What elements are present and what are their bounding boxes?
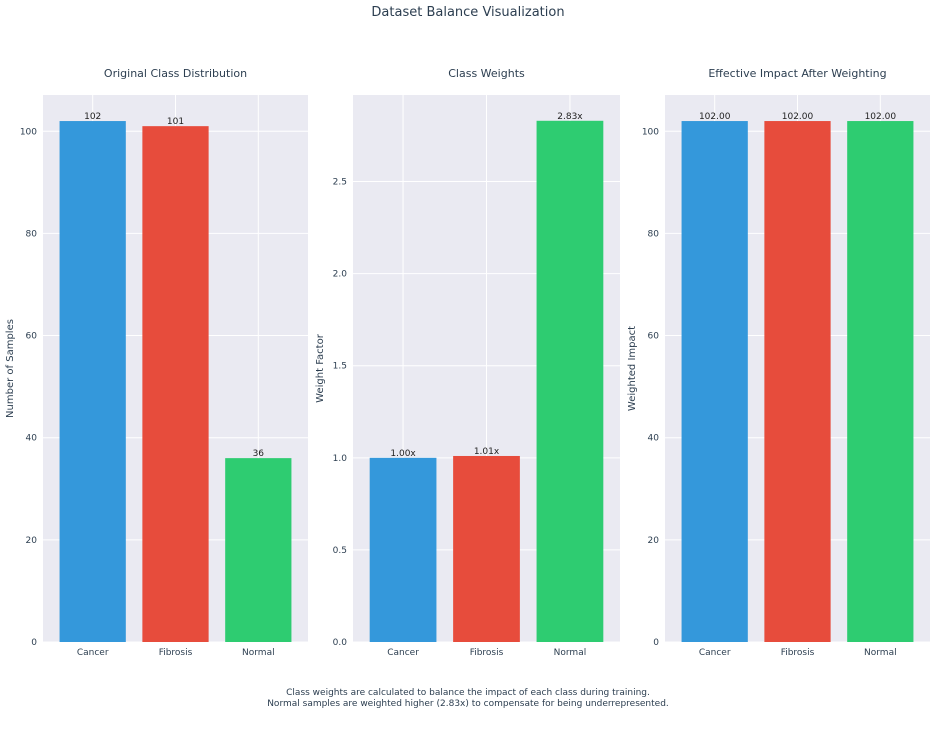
bar-fibrosis xyxy=(764,121,831,643)
x-tick-label: Cancer xyxy=(387,648,419,658)
x-tick-label: Normal xyxy=(554,648,587,658)
y-axis-label: Weight Factor xyxy=(315,333,326,403)
panel-title: Effective Impact After Weighting xyxy=(708,67,886,80)
y-tick-label: 2.0 xyxy=(333,270,348,280)
data-label-fibrosis: 102.00 xyxy=(782,112,814,122)
x-tick-label: Fibrosis xyxy=(470,648,504,658)
y-axis-label: Number of Samples xyxy=(5,319,16,418)
y-tick-label: 0.0 xyxy=(333,638,348,648)
panel-title: Original Class Distribution xyxy=(104,67,247,80)
data-label-fibrosis: 1.01x xyxy=(474,447,500,457)
x-tick-label: Cancer xyxy=(699,648,731,658)
bar-cancer xyxy=(681,121,748,643)
x-tick-label: Fibrosis xyxy=(781,648,815,658)
y-tick-label: 40 xyxy=(26,434,38,444)
bar-fibrosis xyxy=(142,126,209,642)
figure-title: Dataset Balance Visualization xyxy=(371,5,564,20)
footnote-line-2: Normal samples are weighted higher (2.83… xyxy=(267,699,669,709)
y-tick-label: 2.5 xyxy=(333,178,347,188)
data-label-normal: 102.00 xyxy=(865,112,897,122)
data-label-cancer: 102.00 xyxy=(699,112,731,122)
y-axis-label: Weighted Impact xyxy=(627,326,638,411)
y-tick-label: 100 xyxy=(642,127,659,137)
panel-original-distribution: 0 20 40 60 80 100 102 Cancer 101 Fibrosis 36 Normal… xyxy=(5,67,308,658)
y-tick-label: 60 xyxy=(26,332,38,342)
data-label-normal: 2.83x xyxy=(557,112,583,122)
footnote-line-1: Class weights are calculated to balance … xyxy=(286,688,650,698)
y-tick-label: 0 xyxy=(653,638,659,648)
y-tick-label: 0 xyxy=(31,638,37,648)
x-tick-label: Fibrosis xyxy=(159,648,193,658)
y-tick-label: 60 xyxy=(648,332,660,342)
y-tick-label: 80 xyxy=(648,229,660,239)
data-label-normal: 36 xyxy=(253,449,265,459)
panel-title: Class Weights xyxy=(448,67,525,80)
bar-normal xyxy=(847,121,914,643)
bar-normal xyxy=(536,120,604,642)
data-label-cancer: 102 xyxy=(84,112,101,122)
x-tick-label: Cancer xyxy=(77,648,109,658)
y-tick-label: 40 xyxy=(648,434,660,444)
y-tick-label: 1.5 xyxy=(333,362,347,372)
bar-cancer xyxy=(369,457,437,642)
y-tick-label: 100 xyxy=(20,127,37,137)
bar-fibrosis xyxy=(453,455,520,642)
data-label-cancer: 1.00x xyxy=(390,449,416,459)
y-tick-label: 20 xyxy=(26,536,38,546)
data-label-fibrosis: 101 xyxy=(167,117,184,127)
panel-class-weights: 0.0 0.5 1.0 1.5 2.0 2.5 1.00x Cancer 1.01x Fibros… xyxy=(315,67,620,658)
bar-cancer xyxy=(59,121,126,643)
x-tick-label: Normal xyxy=(864,648,897,658)
y-tick-label: 80 xyxy=(26,229,38,239)
panel-effective-impact: 0 20 40 60 80 100 102.00 Cancer 102.00 Fibrosis 10… xyxy=(627,67,930,658)
y-tick-label: 20 xyxy=(648,536,660,546)
y-tick-label: 1.0 xyxy=(333,454,348,464)
y-tick-label: 0.5 xyxy=(333,546,347,556)
x-tick-label: Normal xyxy=(242,648,275,658)
bar-normal xyxy=(225,458,292,642)
